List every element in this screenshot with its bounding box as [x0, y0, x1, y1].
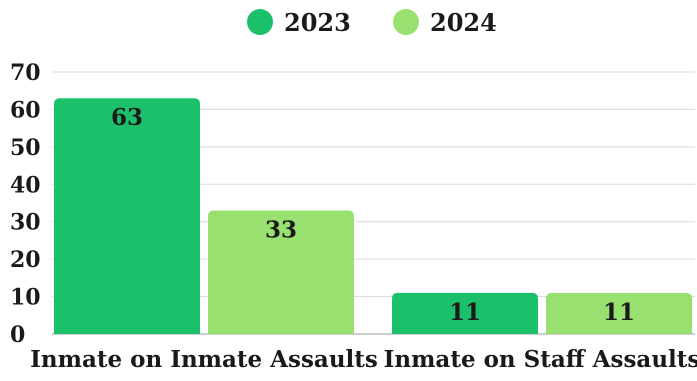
y-tick-label-60: 60 — [10, 97, 41, 123]
legend-swatch-2024 — [393, 9, 419, 35]
y-tick-label-30: 30 — [10, 210, 41, 236]
y-tick-label-0: 0 — [10, 322, 25, 348]
legend-label-2023: 2023 — [284, 8, 351, 37]
bar-2023-1 — [392, 292, 538, 334]
bar-2024-0 — [208, 210, 354, 334]
y-tick-label-50: 50 — [10, 135, 41, 161]
y-tick-label-70: 70 — [10, 60, 41, 86]
y-tick-label-20: 20 — [10, 247, 41, 273]
y-tick-label-10: 10 — [10, 285, 41, 311]
legend-label-2024: 2024 — [430, 8, 497, 37]
x-category-label-1: Inmate on Staff Assaults — [384, 346, 697, 373]
bar-2023-0 — [54, 98, 200, 334]
legend-swatch-2023 — [247, 9, 273, 35]
data-label-2024-0: 33 — [265, 216, 297, 243]
y-tick-label-40: 40 — [10, 172, 41, 198]
bar-2024-1 — [546, 292, 692, 334]
data-label-2023-0: 63 — [111, 104, 143, 131]
data-label-2023-1: 11 — [449, 299, 481, 326]
data-label-2024-1: 11 — [603, 299, 635, 326]
x-category-label-0: Inmate on Inmate Assaults — [30, 346, 378, 373]
